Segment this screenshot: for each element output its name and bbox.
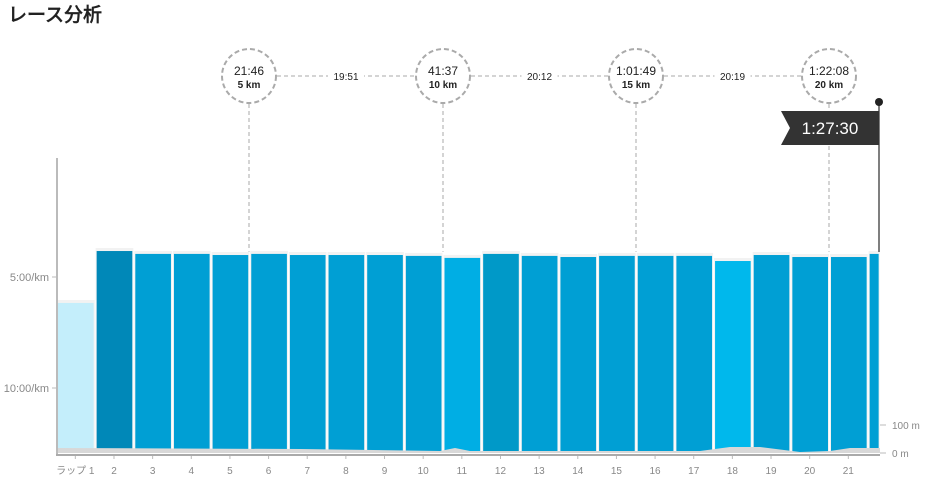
pace-bar	[560, 257, 597, 453]
pace-bar	[173, 253, 210, 453]
split-interval: 19:51	[333, 72, 358, 83]
finish-time: 1:27:30	[802, 119, 859, 138]
split-time: 1:01:49	[616, 64, 656, 78]
x-tick-label: 18	[727, 466, 739, 477]
pace-bar	[135, 253, 171, 453]
pace-bar	[715, 261, 751, 453]
split-interval-bg	[521, 69, 558, 83]
x-tick-label: 9	[382, 466, 388, 477]
x-tick-label: 13	[534, 466, 546, 477]
split-interval: 20:12	[527, 72, 552, 83]
finish-flag	[781, 111, 879, 145]
x-tick-label: 2	[111, 466, 117, 477]
split-circle	[415, 48, 471, 104]
x-tick-label: 19	[765, 466, 777, 477]
pace-bar	[753, 255, 790, 453]
split-time: 1:22:08	[809, 64, 849, 78]
pace-bar	[58, 302, 94, 453]
x-tick-label: 6	[266, 466, 272, 477]
pace-bar	[676, 255, 713, 453]
pace-bar	[289, 255, 326, 453]
split-interval: 20:19	[720, 72, 745, 83]
x-tick-label: 17	[688, 466, 700, 477]
flag-pole-top	[875, 98, 883, 106]
page-title: レース分析	[8, 4, 103, 26]
x-tick-label: 20	[804, 466, 816, 477]
pace-bar	[251, 253, 287, 453]
x-tick-label: 7	[304, 466, 310, 477]
split-time: 41:37	[428, 64, 458, 78]
x-tick-label: 11	[457, 466, 468, 477]
pace-bar	[792, 257, 828, 453]
pace-bar	[483, 253, 519, 453]
split-distance: 5 km	[238, 80, 261, 91]
x-tick-label: 3	[150, 466, 156, 477]
pace-bar	[599, 255, 635, 453]
split-interval-bg	[714, 69, 751, 83]
pace-bar	[328, 255, 365, 453]
x-tick-label: 10	[418, 466, 430, 477]
pace-bar	[831, 257, 867, 453]
y-tick-label: 5:00/km	[10, 272, 49, 284]
x-tick-label: ラップ 1	[56, 465, 95, 477]
y-tick-label: 10:00/km	[4, 383, 49, 395]
split-interval-bg	[328, 69, 364, 83]
x-tick-label: 12	[495, 466, 507, 477]
elevation-tick-label: 0 m	[892, 449, 909, 460]
split-circle	[221, 48, 277, 104]
x-tick-label: 4	[188, 466, 194, 477]
pace-bar	[212, 255, 249, 453]
split-distance: 15 km	[622, 80, 650, 91]
split-time: 21:46	[234, 64, 264, 78]
split-circle	[801, 48, 857, 104]
pace-bar	[869, 253, 879, 453]
x-tick-label: 14	[572, 466, 584, 477]
pace-bar	[637, 255, 674, 453]
elevation-area	[57, 447, 880, 453]
pace-bar	[405, 255, 442, 453]
pace-bar	[367, 255, 403, 453]
pace-bar	[521, 255, 558, 453]
x-tick-label: 15	[611, 466, 623, 477]
pace-bar	[444, 257, 481, 453]
pace-bar	[96, 251, 133, 453]
split-distance: 10 km	[429, 80, 457, 91]
x-tick-label: 5	[227, 466, 233, 477]
x-tick-label: 8	[343, 466, 349, 477]
split-distance: 20 km	[815, 80, 843, 91]
x-tick-label: 21	[843, 466, 855, 477]
split-circle	[608, 48, 664, 104]
elevation-tick-label: 100 m	[892, 421, 920, 432]
x-tick-label: 16	[650, 466, 662, 477]
